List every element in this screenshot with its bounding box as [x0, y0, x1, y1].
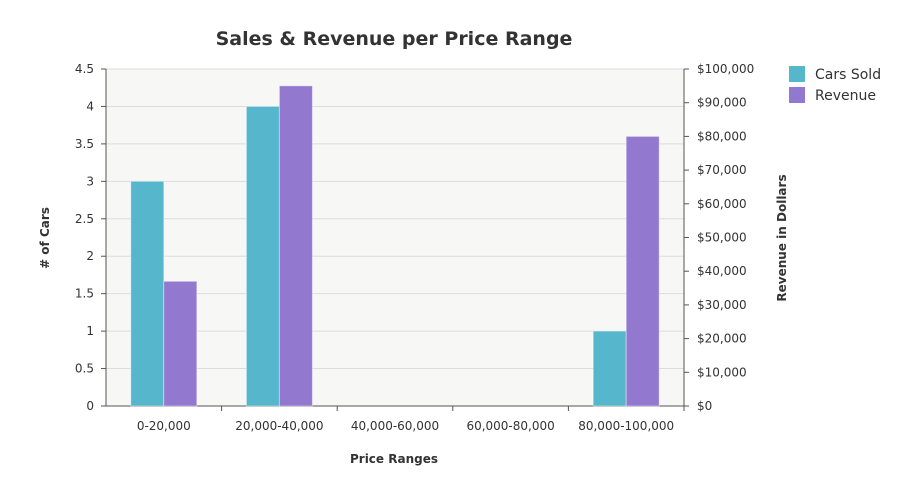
y-axis-label: # of Cars — [38, 207, 52, 269]
bar-cars-sold — [245, 105, 280, 407]
y-tick-label: 4 — [86, 99, 94, 113]
y2-tick-label: $30,000 — [697, 298, 747, 312]
y-tick-label: 0 — [86, 399, 94, 413]
y2-tick-label: $70,000 — [697, 163, 747, 177]
legend-label: Cars Sold — [815, 67, 881, 83]
bar-cars-sold — [130, 180, 165, 407]
y-tick-label: 1.5 — [75, 287, 94, 301]
y-tick-label: 3.5 — [75, 137, 94, 151]
bar-revenue — [625, 135, 660, 407]
legend-label: Revenue — [815, 88, 876, 104]
y-tick-label: 4.5 — [75, 62, 94, 76]
x-tick-label: 0-20,000 — [137, 419, 191, 433]
y2-tick-label: $100,000 — [697, 62, 754, 76]
legend-swatch — [789, 66, 805, 82]
chart-title: Sales & Revenue per Price Range — [216, 28, 573, 50]
x-tick-label: 20,000-40,000 — [235, 419, 323, 433]
y2-tick-label: $40,000 — [697, 264, 747, 278]
y-tick-label: 2.5 — [75, 212, 94, 226]
legend-swatch — [789, 87, 805, 103]
y2-tick-label: $10,000 — [697, 365, 747, 379]
plot-area — [106, 69, 684, 406]
y2-tick-label: $0 — [697, 399, 712, 413]
x-tick-label: 80,000-100,000 — [578, 419, 674, 433]
bar-cars-sold — [592, 330, 627, 407]
bar-revenue — [278, 85, 313, 407]
y2-axis-label: Revenue in Dollars — [775, 174, 789, 301]
y2-tick-label: $50,000 — [697, 231, 747, 245]
bar-revenue — [163, 280, 198, 407]
y2-tick-label: $80,000 — [697, 129, 747, 143]
y-tick-label: 2 — [86, 249, 94, 263]
x-tick-label: 40,000-60,000 — [351, 419, 439, 433]
y2-tick-label: $90,000 — [697, 96, 747, 110]
y2-tick-label: $20,000 — [697, 332, 747, 346]
x-axis-label: Price Ranges — [350, 452, 438, 466]
y-tick-label: 0.5 — [75, 362, 94, 376]
y2-tick-label: $60,000 — [697, 197, 747, 211]
y-tick-label: 3 — [86, 174, 94, 188]
x-tick-label: 60,000-80,000 — [466, 419, 554, 433]
y-tick-label: 1 — [86, 324, 94, 338]
